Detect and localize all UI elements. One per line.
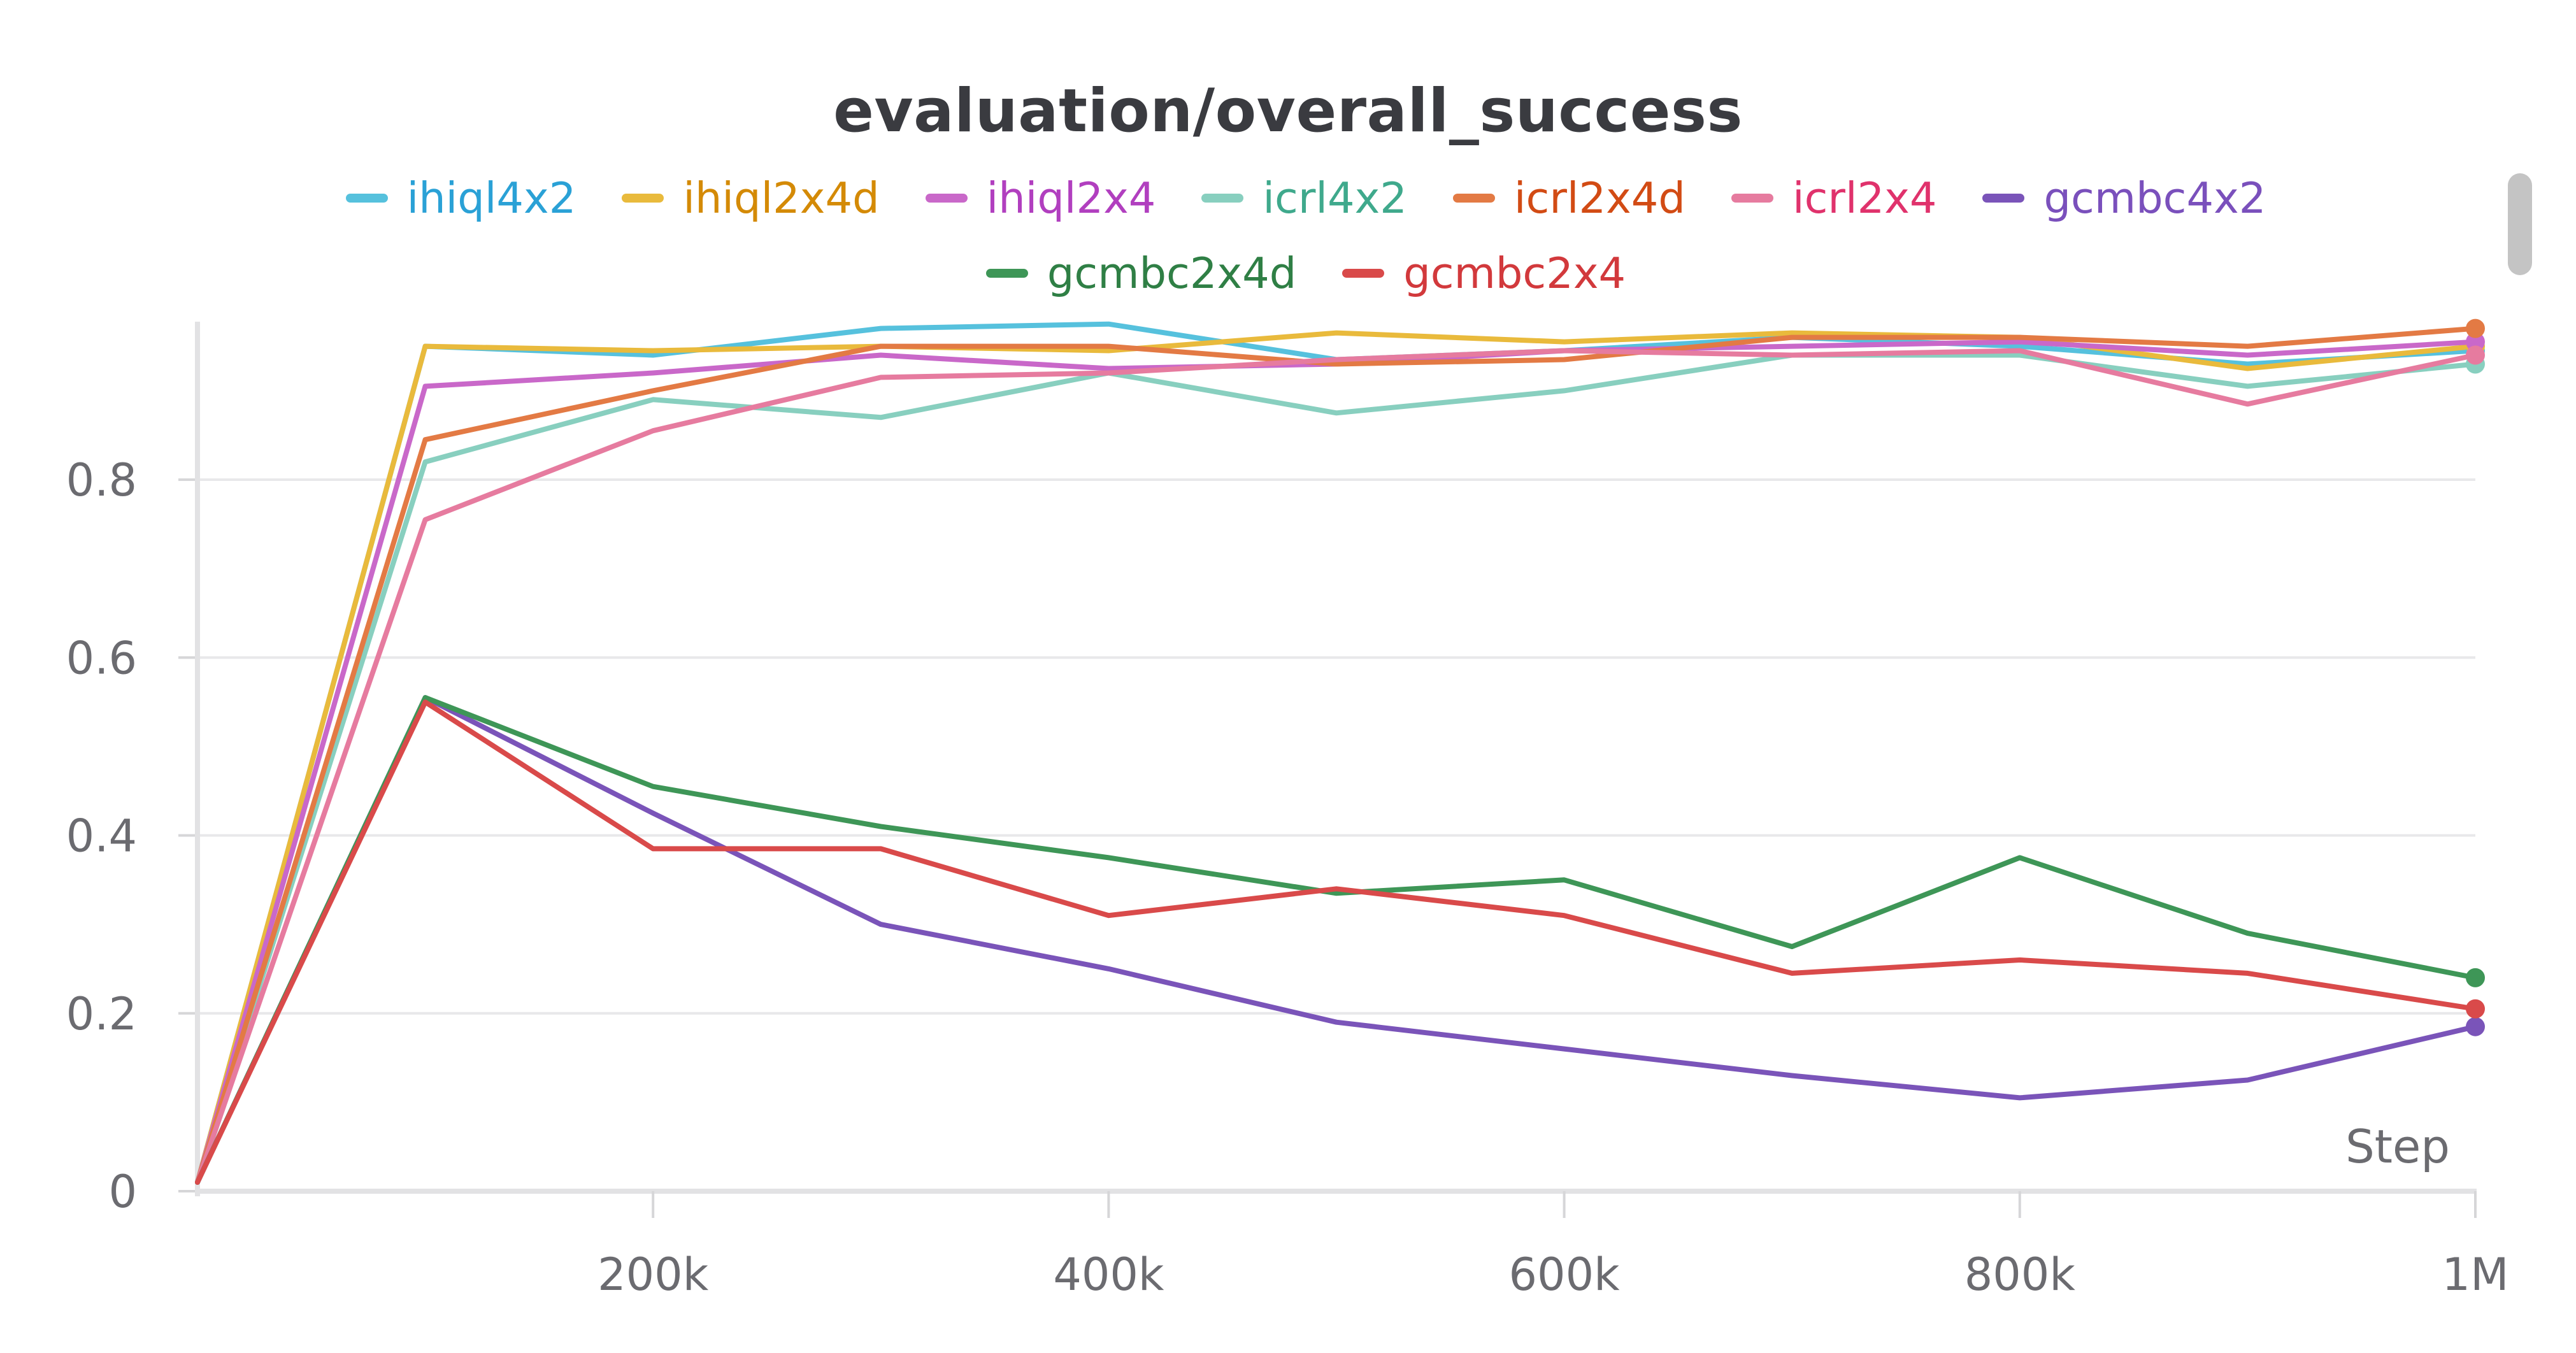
legend-swatch [622, 194, 664, 203]
series-end-marker-icrl2x4 [2466, 345, 2485, 365]
chart-title: evaluation/overall_success [833, 76, 1743, 146]
x-tick-label: 600k [1509, 1249, 1621, 1301]
x-tick-label: 800k [1964, 1249, 2076, 1301]
legend-item-gcmbc2x4[interactable]: gcmbc2x4 [1342, 244, 1626, 303]
legend-label: icrl4x2 [1263, 173, 1407, 223]
series-line-icrl2x4 [195, 348, 2478, 1185]
legend-swatch [1982, 194, 2025, 203]
legend-scrollbar[interactable] [2508, 173, 2532, 275]
legend-label: ihiql4x2 [406, 173, 576, 223]
legend-item-ihiql2x4[interactable]: ihiql2x4 [925, 169, 1156, 227]
legend-label: gcmbc4x2 [2043, 173, 2266, 223]
x-axis-label: Step [2345, 1120, 2450, 1173]
series-line-icrl4x2 [195, 352, 2478, 1185]
series-line-ihiql2x4 [195, 339, 2478, 1185]
x-tick-label: 200k [597, 1249, 709, 1301]
legend-label: gcmbc2x4 [1403, 248, 1626, 298]
legend-label: ihiql2x4 [986, 173, 1156, 223]
x-tick-label: 400k [1053, 1249, 1164, 1301]
series-end-marker-gcmbc2x4d [2466, 968, 2485, 987]
legend-swatch [1731, 194, 1773, 203]
legend-swatch [925, 194, 968, 203]
series-end-marker-gcmbc4x2 [2466, 1017, 2485, 1036]
series-line-gcmbc2x4 [195, 699, 2478, 1185]
legend-item-gcmbc4x2[interactable]: gcmbc4x2 [1982, 169, 2266, 227]
legend-swatch [345, 194, 388, 203]
y-tick-label: 0.6 [66, 632, 137, 684]
legend-item-icrl2x4[interactable]: icrl2x4 [1731, 169, 1937, 227]
series-line-gcmbc2x4d [195, 695, 2478, 1185]
y-tick-label: 0.2 [66, 988, 137, 1040]
legend-item-ihiql2x4d[interactable]: ihiql2x4d [622, 169, 880, 227]
y-tick-label: 0.8 [66, 454, 137, 506]
legend-swatch [1452, 194, 1495, 203]
legend-label: ihiql2x4d [683, 173, 880, 223]
legend-item-icrl2x4d[interactable]: icrl2x4d [1452, 169, 1685, 227]
legend-swatch [1342, 269, 1385, 278]
y-tick-label: 0.4 [66, 810, 137, 863]
legend-swatch [1201, 194, 1244, 203]
x-tick-label: 1M [2442, 1249, 2509, 1301]
legend-label: gcmbc2x4d [1047, 248, 1297, 298]
series-end-marker-ihiql2x4 [2466, 332, 2485, 352]
legend-item-ihiql4x2[interactable]: ihiql4x2 [345, 169, 576, 227]
series-line-icrl2x4d [195, 326, 2478, 1185]
y-tick-label: 0 [108, 1166, 137, 1218]
legend-item-gcmbc2x4d[interactable]: gcmbc2x4d [985, 244, 1297, 303]
legend-label: icrl2x4 [1792, 173, 1937, 223]
chart-legend: ihiql4x2 ihiql2x4d ihiql2x4 icrl4x2 icrl2x4d… [147, 169, 2465, 303]
legend-swatch [985, 269, 1028, 278]
series-end-marker-gcmbc2x4 [2466, 999, 2485, 1019]
series-line-gcmbc4x2 [195, 695, 2478, 1185]
series-end-marker-icrl2x4d [2466, 319, 2485, 338]
legend-item-icrl4x2[interactable]: icrl4x2 [1201, 169, 1407, 227]
legend-label: icrl2x4d [1513, 173, 1685, 223]
